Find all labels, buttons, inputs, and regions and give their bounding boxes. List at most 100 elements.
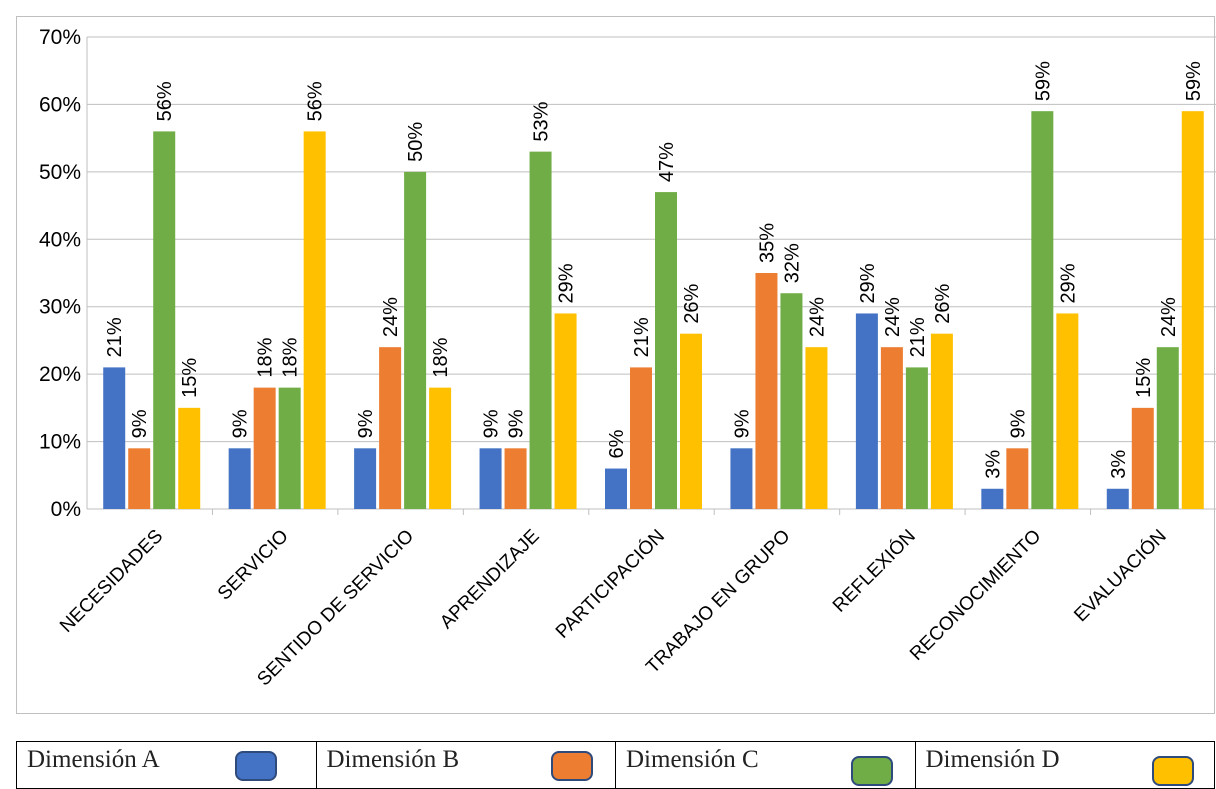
bar-chart: 0% 10% 20% 30% 40% 50% 60% 70% 21% 9% 56% 15% 9% 18%… <box>39 26 1216 690</box>
data-label: 18% <box>280 337 302 377</box>
chart-area: 0% 10% 20% 30% 40% 50% 60% 70% 21% 9% 56% 15% 9% 18%… <box>16 16 1216 714</box>
data-label: 9% <box>129 409 151 438</box>
data-label: 9% <box>481 409 503 438</box>
bar <box>730 448 753 509</box>
data-label: 21% <box>104 317 126 357</box>
bar <box>504 448 527 509</box>
bar <box>1006 448 1029 509</box>
data-label: 15% <box>1133 358 1155 398</box>
data-label: 6% <box>606 429 628 458</box>
y-tick-label: 50% <box>39 161 81 184</box>
bar <box>780 293 803 509</box>
data-label: 24% <box>1158 297 1180 337</box>
y-tick-label: 30% <box>39 296 81 319</box>
x-tick-label: NECESIDADES <box>56 526 167 637</box>
bar <box>228 448 251 509</box>
bar <box>554 313 577 509</box>
x-tick-label: REFLEXIÓN <box>828 525 920 617</box>
legend-swatch-d <box>1151 756 1194 786</box>
bar <box>153 131 176 509</box>
legend-item-d: Dimensión D <box>914 741 1215 789</box>
x-tick-label: TRABAJO EN GRUPO <box>642 526 794 678</box>
x-tick-label: EVALUACIÓN <box>1070 525 1171 626</box>
data-label: 24% <box>882 297 904 337</box>
bar <box>905 367 928 509</box>
legend-swatch-a <box>235 751 277 781</box>
x-tick-label: PARTICIPACIÓN <box>551 525 669 643</box>
legend-label: Dimensión D <box>925 746 1060 773</box>
data-label: 56% <box>154 81 176 121</box>
data-label: 9% <box>355 409 377 438</box>
y-tick-label: 20% <box>39 363 81 386</box>
data-label: 9% <box>1007 409 1029 438</box>
data-label: 53% <box>531 101 553 141</box>
x-tick-label: APRENDIZAJE <box>436 526 543 633</box>
bar <box>429 387 452 509</box>
data-label: 35% <box>756 223 778 263</box>
y-tick-label: 10% <box>39 431 81 454</box>
y-axis-ticks: 0% 10% 20% 30% 40% 50% 60% 70% <box>39 26 81 521</box>
legend-label: Dimensión B <box>326 746 460 773</box>
data-labels: 21%9%56%15%9%18% 18%56%9%24%50%18%9% 9%53%… <box>104 61 1205 479</box>
bar <box>680 333 702 509</box>
data-label: 21% <box>631 317 653 357</box>
y-tick-label: 70% <box>39 26 81 49</box>
y-tick-label: 60% <box>39 93 81 116</box>
data-label: 21% <box>907 317 929 357</box>
bar <box>855 313 878 509</box>
bar <box>379 347 402 509</box>
data-label: 9% <box>506 409 528 438</box>
legend-table: Dimensión A Dimensión B Dimensión C Dime… <box>16 741 1215 789</box>
bar <box>1181 111 1204 510</box>
data-label: 59% <box>1183 61 1205 101</box>
bar <box>805 347 828 509</box>
bar <box>630 367 652 509</box>
data-label: 26% <box>681 283 703 323</box>
bar <box>1056 313 1079 509</box>
bar <box>278 387 301 509</box>
legend-item-a: Dimensión A <box>16 741 317 789</box>
bar <box>303 131 326 509</box>
data-label: 59% <box>1032 61 1054 101</box>
legend-item-b: Dimensión B <box>315 741 616 789</box>
legend-swatch-c <box>851 756 893 786</box>
data-label: 15% <box>179 358 201 398</box>
bar <box>930 333 953 509</box>
bar <box>1031 111 1054 510</box>
data-label: 56% <box>305 81 327 121</box>
legend-label: Dimensión A <box>27 746 160 773</box>
bar <box>253 387 276 509</box>
data-label: 3% <box>1108 450 1130 479</box>
bar <box>103 367 126 509</box>
bar <box>529 151 552 509</box>
data-label: 26% <box>932 283 954 323</box>
bar <box>404 171 427 509</box>
bar <box>128 448 151 509</box>
y-tick-label: 40% <box>39 228 81 251</box>
data-label: 29% <box>1057 263 1079 303</box>
bar <box>981 488 1004 509</box>
bar <box>655 192 677 510</box>
bar <box>1156 347 1179 509</box>
bar <box>354 448 377 509</box>
data-label: 9% <box>731 409 753 438</box>
x-tick-label: SERVICIO <box>214 526 293 605</box>
data-label: 29% <box>556 263 578 303</box>
bar <box>178 407 201 509</box>
bar <box>755 273 778 509</box>
data-label: 32% <box>781 243 803 283</box>
data-label: 18% <box>255 337 277 377</box>
x-tick-label: RECONOCIMIENTO <box>906 526 1045 665</box>
data-label: 24% <box>380 297 402 337</box>
data-label: 18% <box>430 337 452 377</box>
bar <box>1131 407 1154 509</box>
legend-label: Dimensión C <box>626 746 759 773</box>
data-label: 47% <box>656 142 678 182</box>
bars <box>103 111 1204 510</box>
legend-swatch-b <box>550 751 593 781</box>
data-label: 24% <box>806 297 828 337</box>
bar <box>479 448 502 509</box>
legend-item-c: Dimensión C <box>615 741 916 789</box>
bar <box>1106 488 1129 509</box>
data-label: 29% <box>857 263 879 303</box>
